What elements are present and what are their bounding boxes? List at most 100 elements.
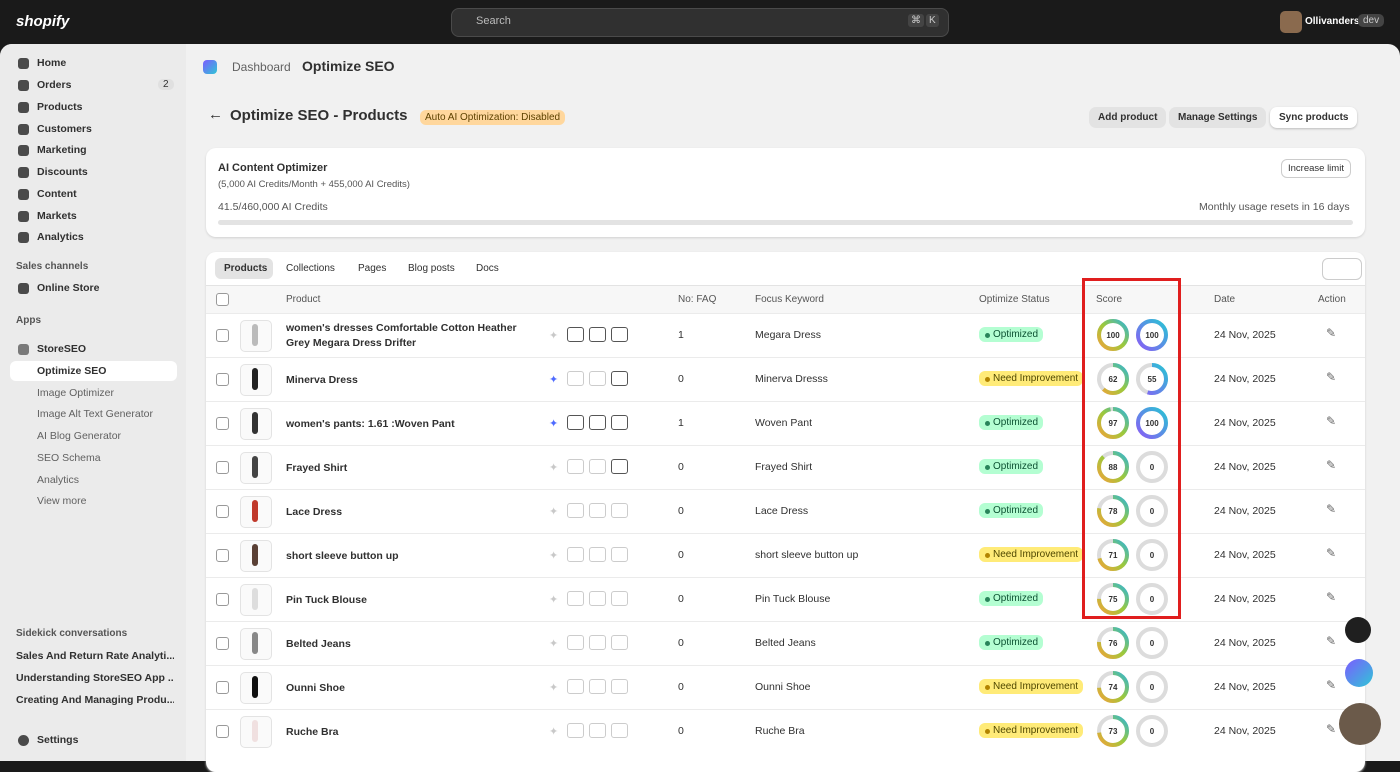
app-subitem[interactable]: Image Alt Text Generator (37, 408, 153, 420)
nav-item[interactable]: Marketing (37, 144, 87, 156)
product-name[interactable]: Pin Tuck Blouse (286, 594, 367, 606)
product-name[interactable]: Minerva Dress (286, 374, 358, 386)
card-button[interactable]: Increase limit (1281, 159, 1351, 178)
edit-icon[interactable]: ✎ (1326, 414, 1337, 428)
feature-icon[interactable] (611, 679, 628, 694)
edit-icon[interactable]: ✎ (1326, 458, 1337, 472)
product-name[interactable]: women's dresses Comfortable Cotton Heath… (286, 322, 517, 349)
search-box[interactable] (451, 8, 949, 37)
product-name[interactable]: Lace Dress (286, 506, 343, 518)
ai-icon[interactable]: ✦ (549, 462, 559, 474)
feature-icon[interactable] (611, 547, 628, 562)
feature-icon[interactable] (567, 459, 584, 474)
feature-icon[interactable] (589, 723, 606, 738)
feature-icon[interactable] (567, 327, 584, 342)
feature-icon[interactable] (567, 547, 584, 562)
app-subitem[interactable]: SEO Schema (37, 452, 101, 464)
ai-icon[interactable]: ✦ (549, 550, 559, 562)
feature-icon[interactable] (567, 679, 584, 694)
ai-icon[interactable]: ✦ (549, 726, 559, 738)
product-name[interactable]: Belted Jeans (286, 638, 351, 650)
conversation[interactable]: Understanding StoreSEO App ... (16, 672, 174, 684)
ai-icon[interactable]: ✦ (549, 638, 559, 650)
tab[interactable]: Blog posts (408, 263, 455, 274)
ai-icon[interactable]: ✦ (549, 506, 559, 518)
feature-icon[interactable] (589, 371, 606, 386)
feature-icon[interactable] (567, 503, 584, 518)
feature-icon[interactable] (567, 591, 584, 606)
nav-item[interactable]: Customers (37, 123, 92, 135)
back-arrow[interactable]: ← (208, 106, 223, 123)
feature-icon[interactable] (567, 723, 584, 738)
tab[interactable]: Products (224, 263, 268, 274)
feature-icon[interactable] (589, 503, 606, 518)
feature-icon[interactable] (611, 635, 628, 650)
feature-icon[interactable] (589, 591, 606, 606)
feature-icon[interactable] (611, 503, 628, 518)
edit-icon[interactable]: ✎ (1326, 590, 1337, 604)
edit-icon[interactable]: ✎ (1326, 546, 1337, 560)
feature-icon[interactable] (611, 371, 628, 386)
checkbox[interactable] (216, 329, 229, 342)
floating-button[interactable] (1345, 617, 1371, 643)
checkbox[interactable] (216, 549, 229, 562)
ai-icon[interactable]: ✦ (549, 682, 559, 694)
header-button[interactable]: Manage Settings (1169, 107, 1267, 128)
checkbox[interactable] (216, 293, 229, 306)
tab[interactable]: Docs (476, 263, 499, 274)
nav-item[interactable]: Settings (37, 734, 79, 746)
search-filter[interactable] (1322, 258, 1362, 280)
checkbox[interactable] (216, 461, 229, 474)
app-subitem[interactable]: View more (37, 495, 87, 507)
product-name[interactable]: Frayed Shirt (286, 462, 348, 474)
breadcrumb[interactable]: Dashboard (232, 60, 291, 74)
conversation[interactable]: Sales And Return Rate Analyti... (16, 650, 174, 662)
feature-icon[interactable] (611, 591, 628, 606)
feature-icon[interactable] (611, 459, 628, 474)
feature-icon[interactable] (611, 415, 628, 430)
product-name[interactable]: Ounni Shoe (286, 682, 345, 694)
app-subitem[interactable]: AI Blog Generator (37, 430, 122, 442)
feature-icon[interactable] (589, 635, 606, 650)
feature-icon[interactable] (611, 327, 628, 342)
tab[interactable]: Pages (358, 263, 387, 274)
app-subitem[interactable]: Image Optimizer (37, 387, 115, 399)
product-name[interactable]: women's pants: 1.61 :Woven Pant (286, 418, 455, 430)
checkbox[interactable] (216, 593, 229, 606)
feature-icon[interactable] (589, 415, 606, 430)
app-subitem[interactable]: Analytics (37, 474, 80, 486)
feature-icon[interactable] (589, 547, 606, 562)
product-name[interactable]: Ruche Bra (286, 726, 339, 738)
feature-icon[interactable] (567, 371, 584, 386)
checkbox[interactable] (216, 637, 229, 650)
checkbox[interactable] (216, 505, 229, 518)
edit-icon[interactable]: ✎ (1326, 722, 1337, 736)
ai-icon[interactable]: ✦ (549, 594, 559, 606)
nav-item[interactable]: Online Store (37, 282, 100, 294)
floating-button[interactable] (1345, 659, 1373, 687)
ai-icon[interactable]: ✦ (549, 418, 559, 430)
section-label[interactable]: Sidekick conversations (16, 628, 128, 639)
nav-item[interactable]: Content (37, 188, 77, 200)
edit-icon[interactable]: ✎ (1326, 634, 1337, 648)
app-name[interactable]: StoreSEO (37, 343, 87, 355)
conversation[interactable]: Creating And Managing Produ... (16, 694, 174, 706)
nav-item[interactable]: Orders (37, 79, 72, 91)
feature-icon[interactable] (589, 327, 606, 342)
edit-icon[interactable]: ✎ (1326, 502, 1337, 516)
checkbox[interactable] (216, 373, 229, 386)
edit-icon[interactable]: ✎ (1326, 370, 1337, 384)
nav-item[interactable]: Discounts (37, 166, 88, 178)
feature-icon[interactable] (611, 723, 628, 738)
checkbox[interactable] (216, 681, 229, 694)
checkbox[interactable] (216, 417, 229, 430)
header-button[interactable]: Add product (1089, 107, 1167, 128)
ai-icon[interactable]: ✦ (549, 374, 559, 386)
nav-item[interactable]: Home (37, 57, 67, 69)
nav-item[interactable]: Markets (37, 210, 77, 222)
nav-item[interactable]: Analytics (37, 231, 84, 243)
edit-icon[interactable]: ✎ (1326, 678, 1337, 692)
section-label[interactable]: Apps (16, 315, 41, 326)
checkbox[interactable] (216, 725, 229, 738)
product-name[interactable]: short sleeve button up (286, 550, 399, 562)
